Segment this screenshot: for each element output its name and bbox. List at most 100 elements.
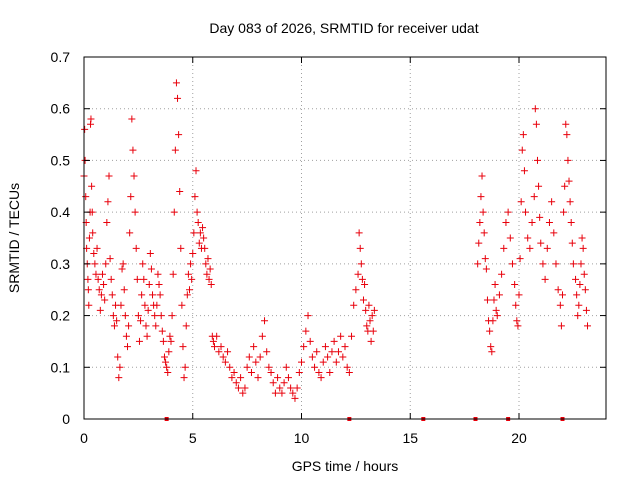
data-point [477, 193, 485, 201]
data-point [178, 301, 186, 309]
data-point [481, 255, 489, 263]
data-point [96, 306, 104, 314]
data-point [183, 291, 191, 299]
data-point [539, 260, 547, 268]
data-point [504, 208, 512, 216]
data-point [574, 312, 582, 320]
data-point [572, 275, 580, 283]
data-points [80, 79, 592, 402]
data-point [120, 286, 128, 294]
data-point [287, 384, 295, 392]
data-point [573, 291, 581, 299]
y-tick-label: 0.4 [51, 204, 71, 220]
data-point [554, 286, 562, 294]
grid-lines [84, 57, 606, 419]
data-point [563, 131, 571, 139]
data-point [91, 260, 99, 268]
data-point [104, 198, 112, 206]
data-point [343, 363, 351, 371]
data-point [219, 353, 227, 361]
data-point [226, 363, 234, 371]
data-point [232, 379, 240, 387]
data-point [543, 244, 551, 252]
data-point [362, 306, 370, 314]
data-point [95, 286, 103, 294]
data-point [188, 275, 196, 283]
data-point [125, 322, 133, 330]
data-point [92, 270, 100, 278]
data-point [526, 244, 534, 252]
data-point [517, 198, 525, 206]
data-point [535, 182, 543, 190]
data-point [576, 281, 584, 289]
data-point [137, 317, 145, 325]
data-point [101, 296, 109, 304]
y-tick-label: 0 [62, 411, 70, 427]
data-point [369, 327, 377, 335]
data-point [357, 260, 365, 268]
data-point [166, 332, 174, 340]
data-point [358, 275, 366, 283]
y-tick-label: 0.6 [51, 101, 71, 117]
data-point [108, 291, 116, 299]
data-point [370, 306, 378, 314]
data-point [133, 275, 141, 283]
data-point [271, 389, 279, 397]
data-point [177, 244, 185, 252]
data-point [230, 368, 238, 376]
data-point [522, 208, 530, 216]
data-point [278, 389, 286, 397]
data-point [492, 306, 500, 314]
data-point [85, 234, 93, 242]
data-point [221, 358, 229, 366]
data-point [106, 255, 114, 263]
data-point [500, 244, 508, 252]
data-point [289, 389, 297, 397]
data-point [153, 301, 161, 309]
data-point [237, 374, 245, 382]
data-point [82, 193, 90, 201]
data-point [531, 105, 539, 113]
data-point [152, 322, 160, 330]
data-point [127, 193, 135, 201]
y-axis-label: SRMTID / TECUs [6, 183, 22, 293]
data-point [119, 260, 127, 268]
data-point [195, 239, 203, 247]
data-point [319, 358, 327, 366]
data-point [146, 250, 154, 258]
data-point [306, 337, 314, 345]
data-point [488, 348, 496, 356]
data-point [532, 120, 540, 128]
data-point [102, 260, 110, 268]
data-point [498, 270, 506, 278]
data-point [160, 353, 168, 361]
y-tick-label: 0.7 [51, 49, 71, 65]
data-point [491, 281, 499, 289]
data-point [94, 275, 102, 283]
data-point [354, 270, 362, 278]
data-point [263, 348, 271, 356]
data-point [189, 250, 197, 258]
data-point [239, 389, 247, 397]
data-point [204, 255, 212, 263]
data-point [479, 208, 487, 216]
data-point [355, 229, 363, 237]
data-point [274, 374, 282, 382]
data-point [345, 368, 353, 376]
data-point [84, 275, 92, 283]
data-point [184, 270, 192, 278]
data-point [300, 343, 308, 351]
data-point [85, 301, 93, 309]
data-point [138, 291, 146, 299]
data-point [548, 198, 556, 206]
data-point [311, 363, 319, 371]
data-point [352, 286, 360, 294]
data-point [581, 286, 589, 294]
data-point [205, 275, 213, 283]
data-point [483, 296, 491, 304]
data-point [118, 265, 126, 273]
data-point [261, 317, 269, 325]
data-point [145, 281, 153, 289]
x-tick-label: 5 [189, 430, 197, 446]
